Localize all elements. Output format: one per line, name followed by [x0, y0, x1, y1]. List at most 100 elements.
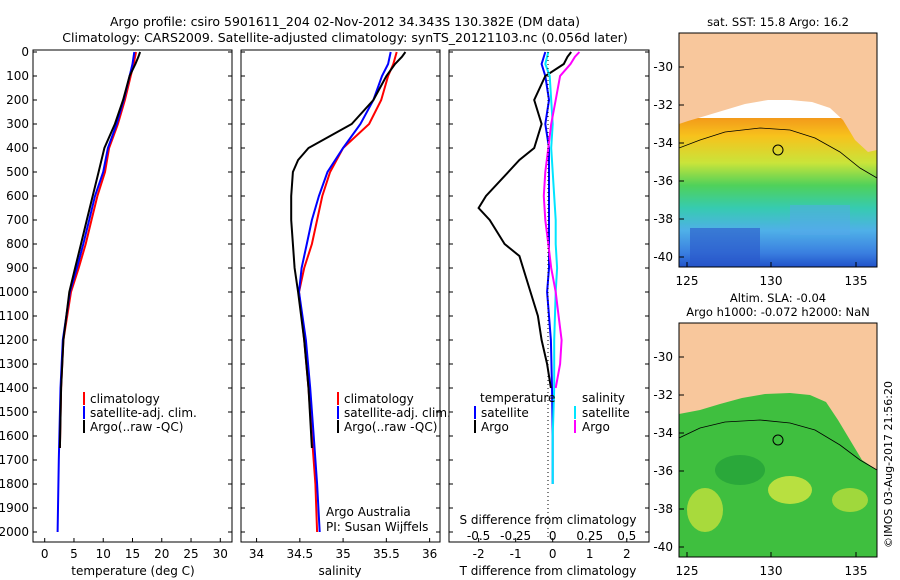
sla-map-lat-ticks: -30 -32 -34 -36 -38 -40	[653, 350, 684, 554]
x-tick-label-top: 0.5	[617, 529, 636, 543]
x-tick-label-top: -0.25	[500, 529, 531, 543]
depth-tick-label: 1700	[0, 453, 29, 467]
depth-tick-label: 500	[6, 165, 29, 179]
lat-tick-label: -30	[653, 60, 673, 74]
difference-panel-frame	[448, 49, 650, 543]
sla-high-patch-3	[832, 488, 868, 512]
lat-tick-label: -34	[653, 426, 673, 440]
depth-tick-label: 1000	[0, 285, 29, 299]
lon-tick-label: 130	[760, 564, 783, 578]
lat-tick-label: -30	[653, 350, 673, 364]
legend-s-satellite-label: satellite	[582, 406, 630, 420]
t-difference-axis-label: T difference from climatology	[459, 564, 637, 578]
legend-t-argo-label: Argo	[481, 420, 509, 434]
x-tick-label: 15	[125, 547, 140, 561]
x-tick-label-top: -0.5	[467, 529, 490, 543]
x-tick-label: 0	[41, 547, 49, 561]
sla-map	[679, 323, 877, 557]
land	[679, 33, 877, 152]
legend-salinity-title: salinity	[582, 391, 625, 405]
x-tick-label: 36	[422, 547, 437, 561]
lat-tick-label: -38	[653, 212, 673, 226]
legend-climatology-label: climatology	[90, 392, 160, 406]
difference-legend: temperature salinity satellite Argo sate…	[474, 391, 630, 434]
temperature-chart	[56, 51, 142, 533]
legend-temperature-title: temperature	[480, 391, 555, 405]
pi-label: PI: Susan Wijffels	[326, 520, 428, 534]
x-tick-label: 2	[623, 547, 631, 561]
temperature-axis-label: temperature (deg C)	[71, 564, 194, 578]
series-line-satellite-salinity-	[544, 51, 559, 484]
lat-tick-label: -36	[653, 464, 673, 478]
lat-tick-label: -34	[653, 136, 673, 150]
salinity-panel-frame	[240, 49, 441, 543]
depth-tick-label: 1900	[0, 501, 29, 515]
header-title-line1: Argo profile: csiro 5901611_204 02-Nov-2…	[110, 14, 580, 29]
depth-axis: 0 100 200 300 400 500 600 700 800 900 1000 1100 1200…	[0, 45, 649, 539]
depth-tick-label: 900	[6, 261, 29, 275]
sla-map-frame	[678, 322, 878, 558]
sst-map	[679, 33, 877, 267]
series-line-argo-temperature-	[477, 51, 572, 389]
temperature-legend: climatology satellite-adj. clim. Argo(..…	[83, 392, 197, 434]
x-tick-label: 20	[154, 547, 169, 561]
sst-map-lat-ticks: -30 -32 -34 -36 -38 -40	[653, 60, 684, 264]
depth-tick-label: 400	[6, 141, 29, 155]
lon-tick-label: 125	[676, 564, 699, 578]
x-tick-label: 34	[249, 547, 264, 561]
lon-tick-label: 135	[845, 564, 868, 578]
depth-tick-label: 300	[6, 117, 29, 131]
legend-satellite-label: satellite-adj. clim.	[344, 406, 451, 420]
lat-tick-label: -32	[653, 98, 673, 112]
depth-tick-label: 0	[21, 45, 29, 59]
lat-tick-label: -36	[653, 174, 673, 188]
series-line-argo-raw-qc-	[58, 51, 142, 449]
salinity-x-ticks: 34 34.5 35 35.5 36	[249, 538, 437, 561]
x-tick-label: 25	[183, 547, 198, 561]
s-difference-axis-label: S difference from climatology	[460, 513, 637, 527]
depth-tick-label: 1400	[0, 381, 29, 395]
sla-map-title-1: Altim. SLA: -0.04	[730, 291, 826, 305]
sst-cool-patch-2	[790, 205, 850, 235]
x-tick-label: 30	[213, 547, 228, 561]
sst-map-frame	[678, 32, 878, 268]
x-tick-label: -2	[473, 547, 485, 561]
depth-tick-label: 1500	[0, 405, 29, 419]
depth-tick-label: 1300	[0, 357, 29, 371]
sst-map-lon-ticks: 125 130 135	[676, 262, 867, 288]
sla-map-title-2: Argo h1000: -0.072 h2000: NaN	[686, 305, 870, 319]
legend-s-argo-label: Argo	[582, 420, 610, 434]
x-tick-label: 35.5	[373, 547, 400, 561]
sla-high-patch-2	[687, 488, 723, 532]
sst-cool-patch	[690, 228, 760, 266]
lon-tick-label: 125	[676, 274, 699, 288]
series-line-satellite-adj-clim-	[297, 51, 392, 533]
sla-low-patch	[715, 455, 765, 485]
t-difference-x-ticks: -2 -1 0 1 2	[473, 538, 631, 561]
legend-satellite-label: satellite-adj. clim.	[90, 406, 197, 420]
temperature-panel-frame	[32, 49, 233, 543]
lon-tick-label: 130	[760, 274, 783, 288]
depth-tick-label: 100	[6, 69, 29, 83]
sst-map-title: sat. SST: 15.8 Argo: 16.2	[707, 15, 849, 29]
x-tick-label-top: 0	[549, 529, 557, 543]
x-tick-label: 0	[549, 547, 557, 561]
depth-tick-label: 1600	[0, 429, 29, 443]
depth-tick-label: 600	[6, 189, 29, 203]
argo-position-marker	[772, 434, 784, 446]
x-tick-label: 1	[586, 547, 594, 561]
legend-argo-label: Argo(..raw -QC)	[344, 420, 437, 434]
series-line-climatology	[297, 51, 398, 533]
depth-tick-label: 2000	[0, 525, 29, 539]
argo-position-marker	[772, 144, 784, 156]
x-tick-label-top: 0.25	[576, 529, 603, 543]
x-tick-label: 10	[96, 547, 111, 561]
legend-climatology-label: climatology	[344, 392, 414, 406]
temperature-x-ticks: 0 5 10 15 20 25 30	[41, 538, 228, 561]
s-difference-x-ticks: -0.5 -0.25 0 0.25 0.5	[467, 529, 636, 543]
series-line-argo-raw-qc-	[290, 51, 407, 449]
depth-tick-label: 1200	[0, 333, 29, 347]
sla-high-patch	[768, 476, 812, 504]
continental-shelf-contour	[679, 419, 877, 471]
x-tick-label: 5	[70, 547, 78, 561]
